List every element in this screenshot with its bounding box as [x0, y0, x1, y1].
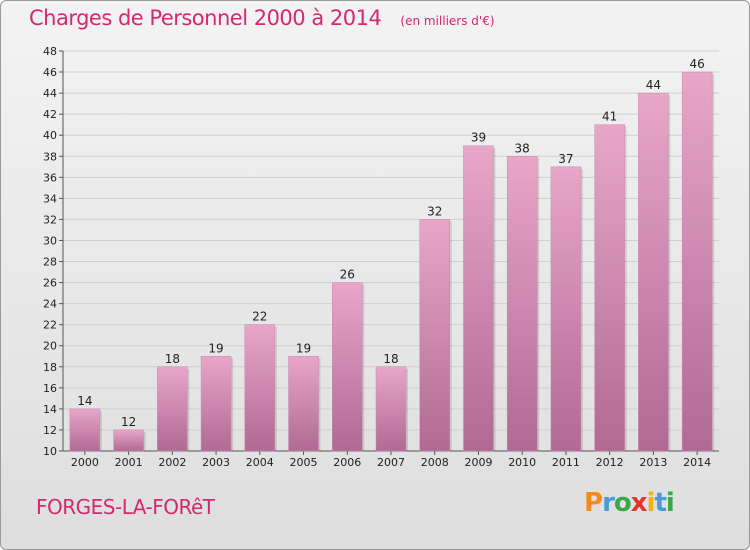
- bar-value-label: 19: [208, 341, 223, 355]
- y-tick-label: 46: [43, 66, 57, 79]
- bar-value-label: 44: [646, 78, 661, 92]
- x-tick-label: 2012: [596, 456, 624, 469]
- bar-value-label: 38: [515, 141, 530, 155]
- bar: [288, 356, 319, 452]
- chart-subtitle: (en milliers d'€): [400, 14, 495, 28]
- x-tick-label: 2010: [508, 456, 536, 469]
- y-tick-label: 22: [43, 319, 57, 332]
- bar: [69, 408, 101, 452]
- bar-value-label: 19: [296, 341, 311, 355]
- bar-value-label: 37: [558, 152, 573, 166]
- y-tick-label: 42: [43, 108, 57, 121]
- proxiti-logo[interactable]: Proxiti: [584, 488, 675, 518]
- y-tick-label: 18: [43, 361, 57, 374]
- bar-value-label: 41: [602, 110, 617, 124]
- bar: [157, 366, 188, 452]
- y-tick-label: 38: [43, 150, 57, 163]
- x-tick-label: 2002: [158, 456, 186, 469]
- bar-value-label: 26: [340, 268, 355, 282]
- x-tick-label: 2014: [683, 456, 711, 469]
- x-tick-label: 2007: [377, 456, 405, 469]
- y-tick-label: 36: [43, 171, 57, 184]
- bar-value-label: 32: [427, 204, 442, 218]
- y-tick-label: 10: [43, 445, 57, 458]
- chart-title: Charges de Personnel 2000 à 2014: [29, 6, 382, 30]
- bar-value-label: 18: [165, 352, 180, 366]
- bar: [200, 356, 232, 452]
- bar-layer: [69, 71, 715, 452]
- x-tick-label: 2011: [552, 456, 580, 469]
- y-tick-label: 48: [43, 45, 57, 58]
- y-tick-label: 44: [43, 87, 57, 100]
- y-tick-label: 16: [43, 382, 57, 395]
- y-tick-label: 20: [43, 340, 57, 353]
- logo-letter: x: [630, 488, 648, 518]
- logo-letter: i: [665, 488, 675, 518]
- x-tick-label: 2005: [290, 456, 318, 469]
- bar: [594, 124, 625, 452]
- logo-letter: o: [613, 488, 632, 518]
- logo-letter: i: [646, 488, 656, 518]
- title-block: Charges de Personnel 2000 à 2014 (en mil…: [29, 6, 495, 30]
- x-tick-label: 2000: [71, 456, 99, 469]
- y-tick-label: 30: [43, 234, 57, 247]
- y-tick-label: 14: [43, 403, 57, 416]
- bar: [681, 71, 713, 452]
- bar-value-label: 46: [689, 57, 704, 71]
- y-tick-label: 26: [43, 277, 57, 290]
- bar: [419, 219, 450, 452]
- bar: [506, 156, 538, 452]
- logo-letter: r: [602, 488, 615, 518]
- bar: [113, 429, 144, 452]
- bar: [550, 166, 582, 452]
- x-tick-label: 2004: [246, 456, 274, 469]
- commune-name: FORGES-LA-FORêT: [36, 495, 215, 519]
- y-tick-label: 24: [43, 298, 57, 311]
- bar: [332, 282, 363, 452]
- x-tick-label: 2013: [639, 456, 667, 469]
- bar-value-label: 18: [383, 352, 398, 366]
- x-tick-label: 2008: [421, 456, 449, 469]
- x-tick-label: 2006: [333, 456, 361, 469]
- bar-value-label: 22: [252, 310, 267, 324]
- x-tick-label: 2001: [115, 456, 143, 469]
- bar: [638, 92, 669, 452]
- bar-value-label: 39: [471, 131, 486, 145]
- y-tick-label: 12: [43, 424, 57, 437]
- y-tick-label: 34: [43, 192, 57, 205]
- logo-letter: t: [654, 488, 666, 518]
- x-tick-label: 2009: [464, 456, 492, 469]
- y-tick-label: 40: [43, 129, 57, 142]
- y-tick-label: 32: [43, 213, 57, 226]
- bar-value-label: 14: [77, 394, 92, 408]
- bar-value-label: 12: [121, 415, 136, 429]
- bar: [375, 366, 407, 452]
- y-tick-label: 28: [43, 256, 57, 269]
- bar: [463, 145, 494, 452]
- bar: [244, 324, 276, 452]
- x-tick-label: 2003: [202, 456, 230, 469]
- label-layer: 14 12 18 19 22 19 26 18 32 39 38 37 41 44 46: [77, 57, 705, 429]
- logo-letter: P: [584, 488, 603, 518]
